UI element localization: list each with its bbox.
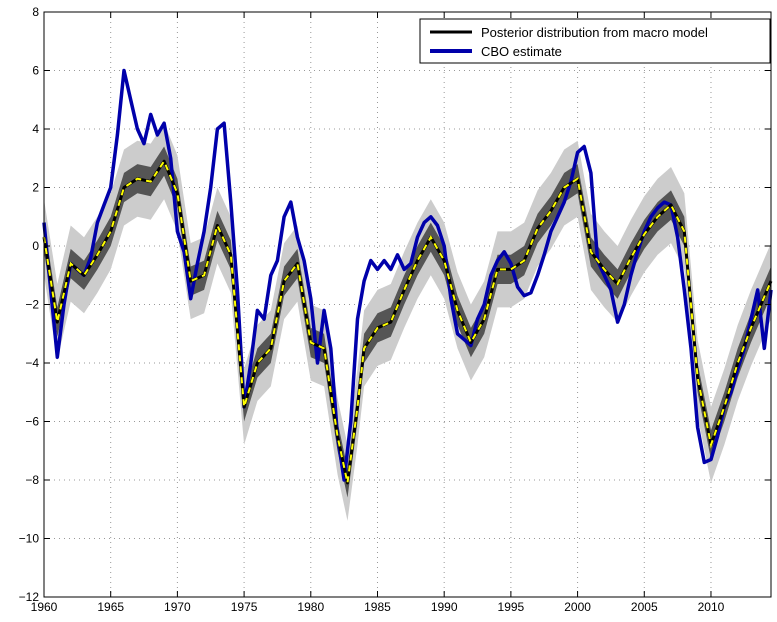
x-tick-label: 1985 xyxy=(364,600,391,614)
x-tick-label: 2000 xyxy=(564,600,591,614)
x-tick-label: 1990 xyxy=(431,600,458,614)
x-tick-label: 1965 xyxy=(97,600,124,614)
legend: Posterior distribution from macro model … xyxy=(419,18,771,64)
y-tick-label: 2 xyxy=(32,181,39,195)
y-tick-label: −8 xyxy=(25,473,39,487)
x-tick-label: 1970 xyxy=(164,600,191,614)
y-tick-label: −6 xyxy=(25,415,39,429)
y-tick-label: 4 xyxy=(32,122,39,136)
y-tick-label: −4 xyxy=(25,356,39,370)
x-tick-label: 2005 xyxy=(631,600,658,614)
tick-layer: 1960 1965 1970 1975 1980 1985 1990 1995 2000 2005… xyxy=(19,5,771,614)
series-layer xyxy=(42,68,773,485)
cbo-estimate-line xyxy=(42,68,773,482)
y-tick-label: 6 xyxy=(32,64,39,78)
legend-box xyxy=(419,18,771,64)
legend-label-posterior: Posterior distribution from macro model xyxy=(481,25,708,40)
x-tick-label: 1960 xyxy=(31,600,58,614)
legend-label-cbo: CBO estimate xyxy=(481,44,562,59)
y-tick-label: −12 xyxy=(19,590,40,604)
y-tick-label: 8 xyxy=(32,5,39,19)
posterior-band-outer xyxy=(44,123,771,521)
y-tick-label: −2 xyxy=(25,298,39,312)
x-tick-label: 1995 xyxy=(498,600,525,614)
x-tick-label: 1980 xyxy=(297,600,324,614)
y-tick-label: −10 xyxy=(19,532,40,546)
posterior-band-inner xyxy=(44,146,771,498)
posterior-median-dash xyxy=(43,159,772,484)
band-layer xyxy=(44,123,771,521)
x-tick-label: 2010 xyxy=(698,600,725,614)
y-tick-label: 0 xyxy=(32,239,39,253)
x-tick-label: 1975 xyxy=(231,600,258,614)
